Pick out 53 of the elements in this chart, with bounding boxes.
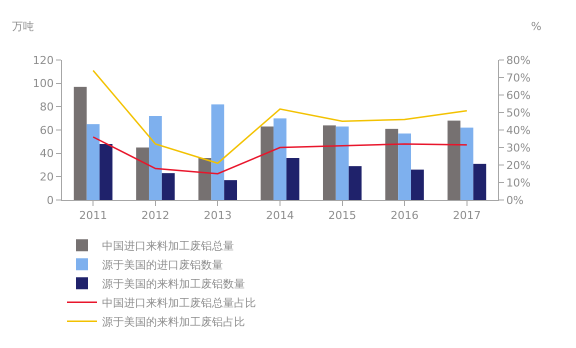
bar	[136, 148, 149, 200]
bar	[198, 158, 212, 200]
y2-tick-label: 20%	[506, 158, 531, 172]
y-axis-title: 万吨	[12, 20, 34, 33]
x-tick-label: 2014	[266, 209, 294, 222]
y-tick-label: 40	[40, 147, 54, 160]
bar	[473, 164, 486, 200]
y2-tick-label: 10%	[506, 176, 531, 190]
x-tick-label: 2016	[390, 209, 419, 222]
bar	[148, 116, 162, 200]
legend-label: 中国进口来料加工废铝总量占比	[102, 296, 256, 310]
bar	[460, 128, 474, 200]
y-tick-label: 0	[46, 194, 54, 207]
y2-tick-label: 70%	[506, 71, 531, 84]
y-tick-label: 80	[40, 100, 54, 114]
y-tick-label: 60	[40, 124, 54, 137]
line-series	[92, 136, 468, 174]
bar	[100, 144, 112, 200]
x-tick-label: 2015	[328, 209, 356, 222]
bar	[162, 173, 175, 200]
bar	[336, 126, 349, 200]
x-tick-label: 2012	[141, 209, 170, 222]
bar	[86, 124, 100, 200]
x-tick-label: 2017	[452, 209, 481, 222]
legend-label: 源于美国的进口废铝数量	[102, 258, 223, 272]
bar	[286, 158, 300, 200]
bar	[385, 128, 398, 200]
bar	[398, 134, 412, 200]
y2-tick-label: 60%	[506, 88, 531, 102]
bar	[224, 180, 238, 200]
x-tick-label: 2011	[79, 209, 108, 222]
legend-label: 源于美国的来料加工废铝占比	[102, 316, 245, 329]
y2-tick-label: 30%	[506, 141, 531, 154]
line-series	[92, 70, 468, 164]
bar	[411, 170, 424, 200]
y2-tick-label: 40%	[506, 124, 531, 137]
y2-tick-label: 0%	[506, 194, 524, 207]
bar	[211, 104, 224, 200]
legend-label: 中国进口来料加工废铝总量	[102, 240, 234, 253]
x-tick-label: 2013	[204, 209, 232, 222]
bar	[74, 86, 87, 200]
legend-label: 源于美国的来料加工废铝数量	[102, 278, 245, 291]
y2-tick-label: 80%	[506, 54, 531, 67]
bar	[260, 126, 274, 200]
bar	[448, 120, 460, 200]
y-tick-label: 120	[32, 54, 54, 67]
y2-tick-label: 50%	[506, 106, 531, 120]
bar	[274, 118, 286, 200]
y-tick-label: 100	[32, 77, 54, 90]
y2-axis-title: %	[531, 20, 542, 33]
bar	[348, 166, 362, 200]
y-tick-label: 20	[40, 170, 54, 184]
bar	[322, 125, 336, 200]
